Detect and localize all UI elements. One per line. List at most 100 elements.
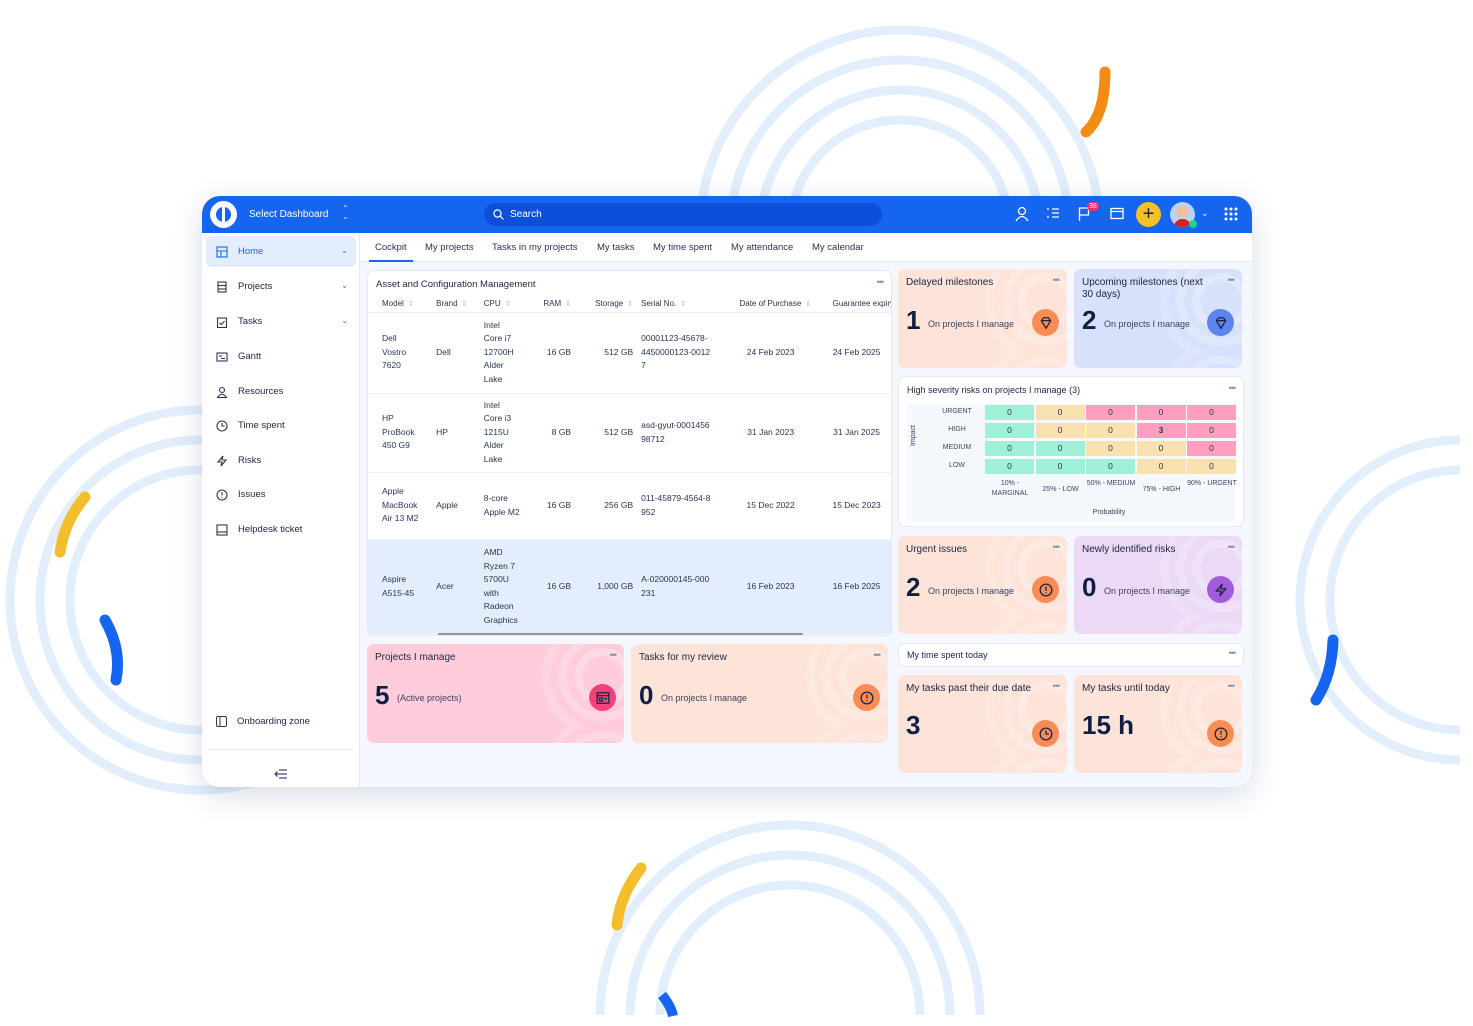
- sidebar-item-issues[interactable]: Issues: [206, 479, 356, 510]
- risk-cell[interactable]: 0: [1187, 441, 1236, 456]
- more-options-icon[interactable]: •••: [1227, 542, 1236, 552]
- sidebar-item-gantt[interactable]: Gantt: [206, 341, 356, 372]
- kpi-card-pastdue[interactable]: My tasks past their due date ••• 3: [898, 675, 1067, 773]
- more-options-icon[interactable]: •••: [1052, 542, 1061, 552]
- column-header[interactable]: Model ⇕: [368, 295, 433, 313]
- sort-icon[interactable]: ⇕: [680, 300, 687, 308]
- more-options-icon[interactable]: •••: [1052, 681, 1061, 691]
- kpi-card-projects[interactable]: Projects I manage ••• 5 (Active projects): [367, 644, 624, 743]
- risk-cell[interactable]: 3: [1136, 423, 1186, 438]
- sidebar-item-risks[interactable]: Risks: [206, 445, 356, 476]
- onboarding-zone[interactable]: Onboarding zone: [216, 716, 310, 727]
- column-header[interactable]: Guarantee expiry: [815, 295, 891, 313]
- risk-cell[interactable]: 0: [1035, 405, 1085, 420]
- column-header[interactable]: RAM ⇕: [533, 295, 576, 313]
- risk-cell[interactable]: 0: [1086, 459, 1135, 474]
- tab-cockpit[interactable]: Cockpit: [369, 242, 413, 262]
- chevron-down-icon[interactable]: ⌄: [1201, 208, 1209, 218]
- impact-level-label: LOW: [949, 462, 965, 469]
- sidebar-item-home[interactable]: Home ⌄: [206, 236, 356, 267]
- chevron-updown-icon[interactable]: ⌃ ⌄: [342, 204, 349, 221]
- table-cell: 16 GB: [533, 472, 576, 540]
- more-options-icon[interactable]: •••: [1227, 275, 1236, 285]
- chevron-down-icon[interactable]: ⌄: [341, 281, 348, 290]
- app-logo[interactable]: [210, 201, 237, 228]
- more-options-icon[interactable]: •••: [873, 650, 882, 660]
- risk-cell[interactable]: 0: [985, 441, 1034, 456]
- sidebar-item-projects[interactable]: Projects ⌄: [206, 271, 356, 302]
- risk-cell[interactable]: 0: [985, 459, 1034, 474]
- risk-cell[interactable]: 0: [1035, 423, 1085, 438]
- sidebar-item-label: Time spent: [238, 420, 285, 431]
- kpi-card-delayed[interactable]: Delayed milestones ••• 1 On projects I mana…: [898, 269, 1067, 368]
- table-row[interactable]: Apple MacBook Air 13 M2 Apple 8-core Apple…: [368, 472, 891, 540]
- more-options-icon[interactable]: •••: [609, 650, 618, 660]
- table-row[interactable]: HP ProBook 450 G9 HP Intel Core i3 1215U A…: [368, 393, 891, 473]
- more-options-icon[interactable]: •••: [1052, 275, 1061, 285]
- tab-my-attendance[interactable]: My attendance: [731, 242, 794, 253]
- select-dashboard[interactable]: Select Dashboard: [249, 209, 329, 220]
- calendar-icon[interactable]: [1110, 206, 1124, 220]
- kpi-card-newrisks[interactable]: Newly identified risks ••• 0 On projects I …: [1074, 536, 1242, 634]
- risk-cell[interactable]: 0: [1136, 405, 1186, 420]
- table-cell: 31 Jan 2023: [726, 393, 816, 473]
- probability-axis-label: Probability: [1092, 509, 1126, 516]
- tab-my-tasks[interactable]: My tasks: [597, 242, 635, 253]
- project-window-icon: [596, 691, 609, 704]
- risk-cell[interactable]: 0: [1086, 441, 1135, 456]
- risk-cell[interactable]: 0: [1136, 459, 1186, 474]
- kpi-card-urgent[interactable]: Urgent issues ••• 2 On projects I manage: [898, 536, 1067, 634]
- more-options-icon[interactable]: •••: [876, 277, 885, 287]
- add-button[interactable]: +: [1136, 202, 1161, 227]
- tab-tasks-in-my-projects[interactable]: Tasks in my projects: [492, 242, 578, 253]
- risk-cell[interactable]: 0: [1136, 441, 1186, 456]
- chevron-down-icon[interactable]: ⌄: [341, 246, 348, 255]
- kpi-subtitle: On projects I manage: [1104, 319, 1191, 329]
- risk-cell[interactable]: 0: [1035, 459, 1085, 474]
- risk-cell[interactable]: 0: [985, 405, 1034, 420]
- sort-icon[interactable]: ⇕: [805, 300, 812, 308]
- sort-icon[interactable]: ⇕: [407, 300, 414, 308]
- column-header[interactable]: Date of Purchase ⇕: [726, 295, 816, 313]
- sort-icon[interactable]: ⇕: [565, 300, 572, 308]
- kpi-card-untiltoday[interactable]: My tasks until today ••• 15 h: [1074, 675, 1242, 773]
- table-cell: 8 GB: [533, 393, 576, 473]
- chevron-down-icon[interactable]: ⌄: [341, 316, 348, 325]
- tab-my-calendar[interactable]: My calendar: [812, 242, 864, 253]
- sort-icon[interactable]: ⇕: [461, 300, 468, 308]
- sort-icon[interactable]: ⇕: [504, 300, 511, 308]
- checklist-icon[interactable]: [1046, 206, 1060, 220]
- collapse-sidebar-icon[interactable]: [274, 768, 288, 780]
- risk-cell[interactable]: 0: [1187, 459, 1236, 474]
- sidebar-item-tasks[interactable]: Tasks ⌄: [206, 306, 356, 337]
- column-header[interactable]: CPU ⇕: [479, 295, 534, 313]
- kpi-card-review[interactable]: Tasks for my review ••• 0 On projects I man…: [631, 644, 888, 743]
- sidebar-item-label: Home: [238, 246, 264, 257]
- horizontal-scrollbar[interactable]: [438, 633, 803, 635]
- risk-cell[interactable]: 0: [1035, 441, 1085, 456]
- table-row[interactable]: Dell Vostro 7620 Dell Intel Core i7 12700H…: [368, 312, 891, 394]
- kpi-card-upcoming[interactable]: Upcoming milestones (next 30 days) ••• 2 On…: [1074, 269, 1242, 368]
- column-header[interactable]: Serial No. ⇕: [637, 295, 727, 313]
- tab-my-time-spent[interactable]: My time spent: [653, 242, 713, 253]
- risk-cell[interactable]: 0: [1086, 423, 1135, 438]
- sort-icon[interactable]: ⇕: [627, 300, 634, 308]
- search-input[interactable]: Search: [484, 203, 882, 226]
- sidebar-item-helpdesk-ticket[interactable]: Helpdesk ticket: [206, 514, 356, 545]
- more-options-icon[interactable]: •••: [1228, 648, 1237, 658]
- risk-cell[interactable]: 0: [1187, 405, 1236, 420]
- more-options-icon[interactable]: •••: [1228, 383, 1237, 393]
- risk-cell[interactable]: 0: [985, 423, 1034, 438]
- alert-icon: [1207, 720, 1234, 747]
- tab-my-projects[interactable]: My projects: [425, 242, 474, 253]
- sidebar-item-time-spent[interactable]: Time spent: [206, 410, 356, 441]
- more-options-icon[interactable]: •••: [1227, 681, 1236, 691]
- sidebar-item-resources[interactable]: Resources: [206, 376, 356, 407]
- risk-cell[interactable]: 0: [1187, 423, 1236, 438]
- column-header[interactable]: Storage ⇕: [575, 295, 638, 313]
- risk-cell[interactable]: 0: [1086, 405, 1135, 420]
- column-header[interactable]: Brand ⇕: [432, 295, 480, 313]
- table-row[interactable]: Aspire A515-45 Acer AMD Ryzen 7 5700U with…: [368, 539, 891, 635]
- apps-grid-icon[interactable]: [1224, 207, 1238, 221]
- user-icon[interactable]: [1015, 206, 1029, 222]
